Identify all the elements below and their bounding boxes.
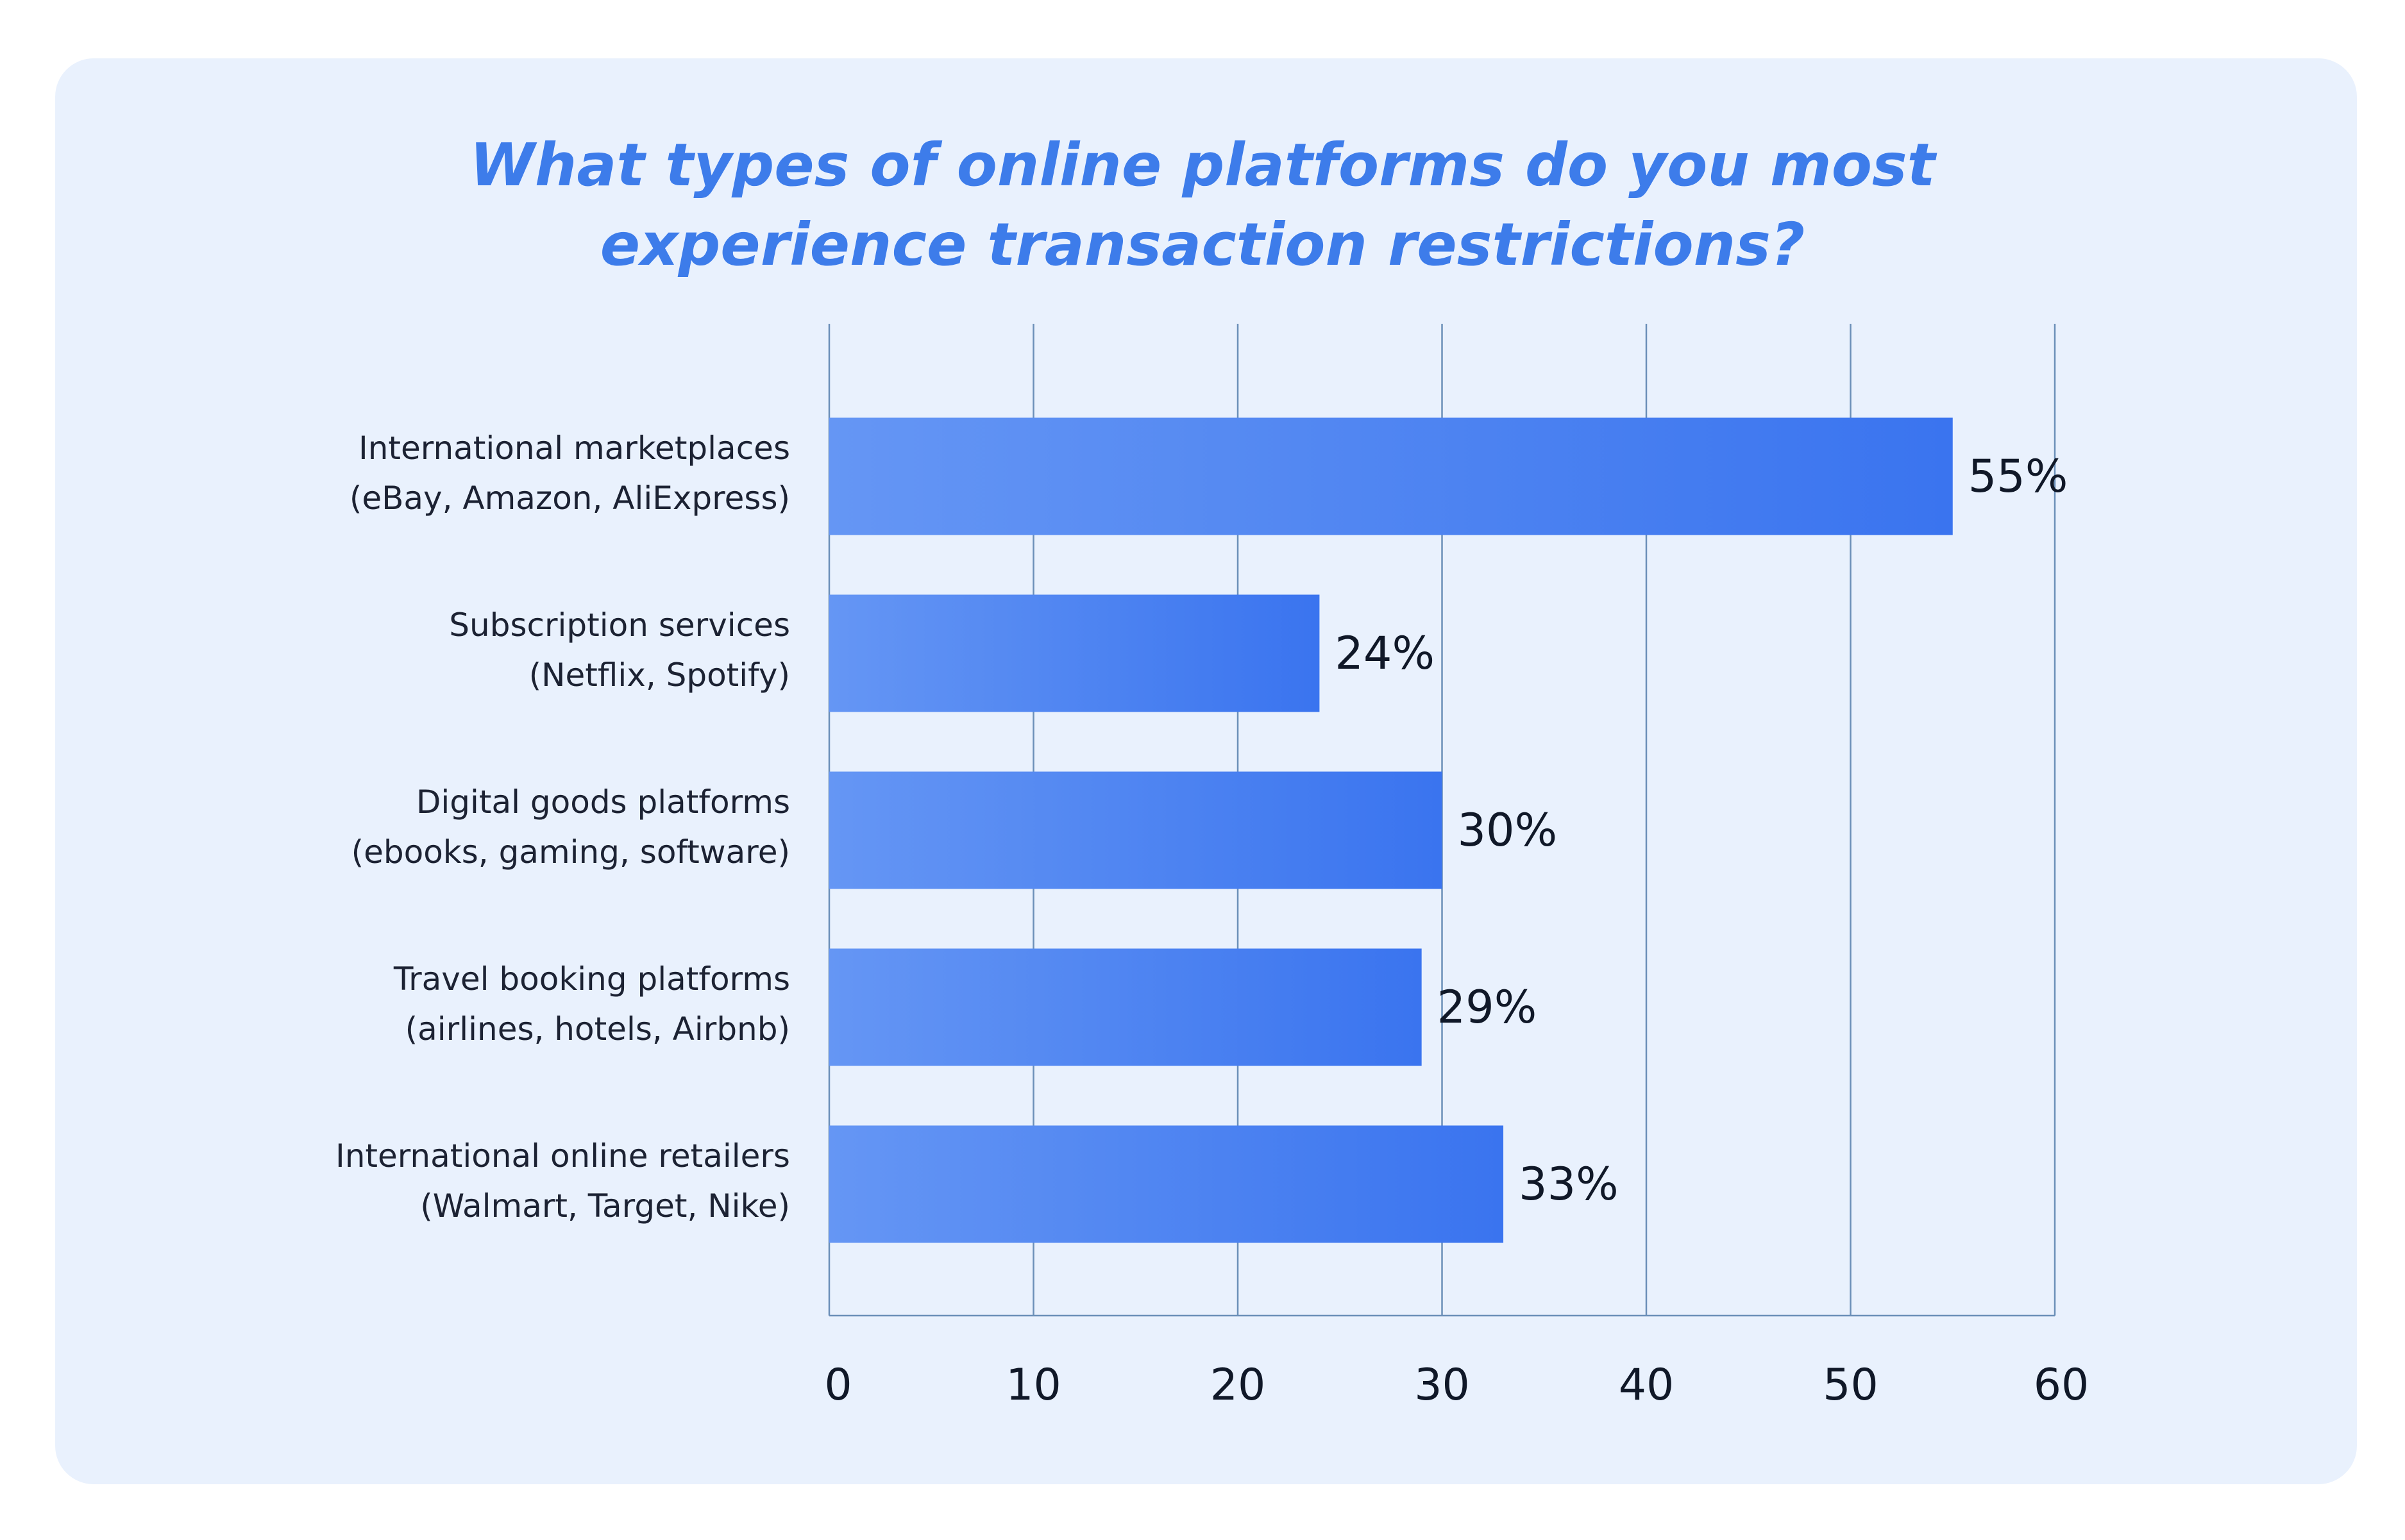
category-sublabel: (Netflix, Spotify) bbox=[529, 657, 790, 694]
x-axis-tick-labels: 0 10 20 30 40 50 60 bbox=[824, 1360, 2089, 1410]
chart-card bbox=[55, 58, 2357, 1484]
bar bbox=[829, 771, 1442, 889]
bar bbox=[829, 417, 1953, 535]
category-sublabel: (ebooks, gaming, software) bbox=[351, 833, 790, 871]
x-tick-label: 10 bbox=[1006, 1360, 1061, 1410]
bar-value-label: 33% bbox=[1519, 1158, 1619, 1210]
x-tick-label: 0 bbox=[824, 1360, 852, 1410]
bar bbox=[829, 1125, 1504, 1243]
category-sublabel: (airlines, hotels, Airbnb) bbox=[405, 1010, 790, 1048]
bar-value-label: 55% bbox=[1968, 450, 2068, 503]
bars bbox=[829, 417, 1953, 1243]
bar-value-label: 29% bbox=[1437, 981, 1537, 1034]
bar-value-label: 24% bbox=[1335, 627, 1435, 680]
category-label: International online retailers bbox=[335, 1137, 790, 1175]
bar bbox=[829, 594, 1320, 712]
chart-title: What types of online platforms do you mo… bbox=[0, 126, 2405, 285]
x-tick-label: 20 bbox=[1210, 1360, 1266, 1410]
value-labels: 55% 24% 30% 29% 33% bbox=[1335, 450, 2068, 1210]
category-label: International marketplaces bbox=[359, 430, 790, 467]
chart-title-line-1: What types of online platforms do you mo… bbox=[469, 131, 1936, 199]
x-tick-label: 40 bbox=[1619, 1360, 1675, 1410]
x-tick-label: 30 bbox=[1414, 1360, 1470, 1410]
x-tick-label: 50 bbox=[1823, 1360, 1878, 1410]
category-label: Digital goods platforms bbox=[416, 783, 790, 821]
category-labels: International marketplaces (eBay, Amazon,… bbox=[335, 430, 790, 1225]
category-label: Subscription services bbox=[449, 607, 790, 644]
category-sublabel: (Walmart, Target, Nike) bbox=[420, 1187, 790, 1225]
category-label: Travel booking platforms bbox=[393, 960, 790, 998]
x-tick-label: 60 bbox=[2034, 1360, 2089, 1410]
chart-title-line-2: experience transaction restrictions? bbox=[600, 210, 1805, 279]
category-sublabel: (eBay, Amazon, AliExpress) bbox=[350, 480, 790, 517]
bar-value-label: 30% bbox=[1458, 804, 1558, 857]
bar bbox=[829, 948, 1422, 1066]
